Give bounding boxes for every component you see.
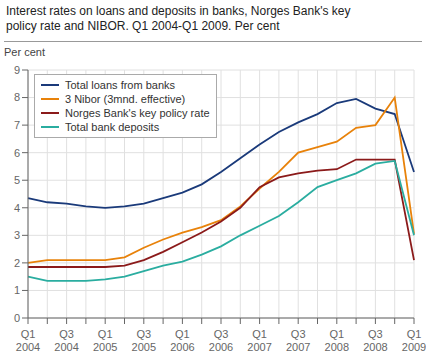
html-text:Total loans from banks: Total loans from banks [65,79,176,91]
html-text:policy rate and NIBOR. Q1 2004: policy rate and NIBOR. Q1 2004-Q1 2009. … [6,19,280,33]
svg-text:9: 9 [14,64,20,76]
svg-text:3: 3 [14,229,20,241]
html-text:Norges Bank's key policy rate: Norges Bank's key policy rate [65,107,210,119]
svg-text:Q32004: Q32004 [54,328,78,353]
svg-text:1: 1 [14,284,20,296]
svg-text:Q12009: Q12009 [402,328,418,353]
svg-text:Q32005: Q32005 [132,328,156,353]
svg-text:Q12005: Q12005 [93,328,117,353]
svg-text:Q12007: Q12007 [247,328,271,353]
html-text:Per cent: Per cent [4,46,45,58]
html-text:Interest rates on loans and de: Interest rates on loans and deposits in … [6,4,351,18]
svg-text:0: 0 [14,312,20,324]
svg-text:7: 7 [14,119,20,131]
svg-text:6: 6 [14,147,20,159]
html-text:3 Nibor (3mnd. effective): 3 Nibor (3mnd. effective) [65,93,186,105]
svg-text:Q12008: Q12008 [325,328,349,353]
svg-text:Q12006: Q12006 [170,328,194,353]
svg-text:Q32008: Q32008 [363,328,387,353]
svg-text:Q32007: Q32007 [286,328,310,353]
svg-text:Q12004: Q12004 [16,328,40,353]
svg-text:2: 2 [14,257,20,269]
html-text:Total bank deposits: Total bank deposits [65,121,160,133]
svg-text:Q32006: Q32006 [209,328,233,353]
svg-text:5: 5 [14,174,20,186]
svg-text:4: 4 [14,202,20,214]
svg-text:8: 8 [14,91,20,103]
